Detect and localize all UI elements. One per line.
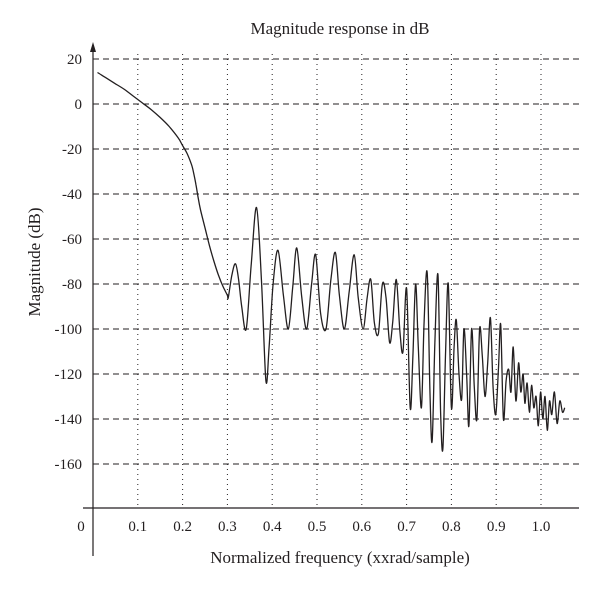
x-tick-label: 0.7: [397, 519, 416, 535]
x-tick-label: 0.5: [308, 519, 327, 535]
x-tick-label: 0.9: [487, 519, 506, 535]
y-tick-label: 20: [67, 52, 82, 68]
x-tick-label: 0.1: [128, 519, 147, 535]
x-tick-label: 0.6: [352, 519, 371, 535]
x-tick-label: 0.2: [173, 519, 192, 535]
y-tick-labels: 20 0 -20 -40 -60 -80 -100 -120 -140 -160: [55, 52, 83, 473]
y-tick-label: -40: [62, 187, 82, 203]
series-line: [97, 71, 566, 452]
x-axis-label: Normalized frequency (xxrad/sample): [210, 548, 470, 567]
x-tick-labels: 0.1 0.2 0.3 0.4 0.5 0.6 0.7 0.8 0.9 1.0 0: [77, 519, 550, 535]
y-axis-label: Magnitude (dB): [25, 207, 44, 316]
grid: [93, 54, 579, 508]
y-axis-arrow: [90, 42, 96, 52]
x-tick-label: 0.4: [263, 519, 282, 535]
y-tick-label: -120: [55, 367, 83, 383]
y-tick-label: 0: [75, 97, 83, 113]
y-tick-label: -100: [55, 322, 83, 338]
y-tick-label: -60: [62, 232, 82, 248]
x-tick-label: 0.3: [218, 519, 237, 535]
y-tick-label: -160: [55, 457, 83, 473]
x-tick-label: 1.0: [532, 519, 551, 535]
y-tick-label: -20: [62, 142, 82, 158]
x-tick-label: 0.8: [442, 519, 461, 535]
y-tick-label: -80: [62, 277, 82, 293]
series-group: [97, 71, 566, 452]
x-origin-label: 0: [77, 519, 85, 535]
y-tick-label: -140: [55, 412, 83, 428]
axes: [83, 42, 579, 556]
chart-title: Magnitude response in dB: [251, 19, 430, 38]
